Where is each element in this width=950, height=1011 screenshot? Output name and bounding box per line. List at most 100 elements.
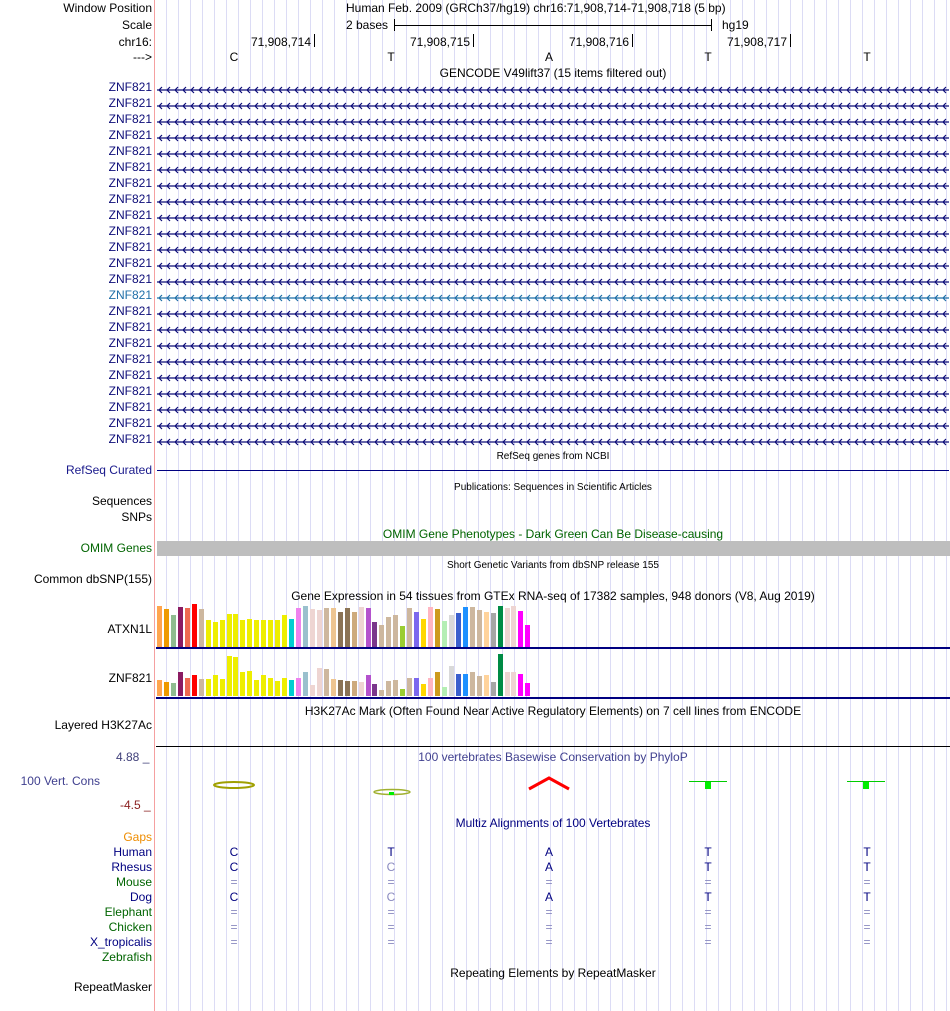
species-label[interactable]: Human [113, 845, 152, 859]
gene-model[interactable] [157, 99, 949, 110]
gene-label[interactable]: ZNF821 [108, 336, 152, 350]
gene-model[interactable] [157, 115, 949, 126]
gtex-tissue-bar[interactable] [525, 683, 531, 696]
gtex-tissue-bar[interactable] [268, 620, 274, 647]
gtex-tissue-bar[interactable] [275, 620, 281, 647]
gene-label[interactable]: ZNF821 [108, 112, 152, 126]
gtex-tissue-bar[interactable] [386, 681, 392, 696]
gtex-tissue-bar[interactable] [518, 674, 524, 696]
gtex-tissue-bar[interactable] [337, 612, 343, 647]
gene-model[interactable] [157, 339, 949, 350]
gtex-tissue-bar[interactable] [170, 683, 176, 696]
gtex-tissue-bar[interactable] [198, 609, 204, 647]
gtex-tissue-bar[interactable] [393, 680, 399, 696]
gene-label[interactable]: ZNF821 [108, 80, 152, 94]
gtex-tissue-bar[interactable] [372, 684, 378, 696]
gtex-tissue-bar[interactable] [393, 615, 399, 647]
gtex-tissue-bar[interactable] [226, 656, 232, 696]
gene-model[interactable] [157, 419, 949, 430]
gtex-tissue-bar[interactable] [504, 672, 510, 696]
gtex-tissue-bar[interactable] [254, 620, 260, 647]
gtex-tissue-bar[interactable] [191, 675, 197, 696]
gtex-tissue-bar[interactable] [316, 610, 322, 647]
gtex-tissue-bar[interactable] [289, 680, 295, 696]
gene-model[interactable] [157, 387, 949, 398]
gene-model[interactable] [157, 243, 949, 254]
gtex-tissue-bar[interactable] [330, 679, 336, 696]
gtex-tissue-bar[interactable] [177, 672, 183, 696]
gtex-tissue-bar[interactable] [379, 690, 385, 696]
omim-label[interactable]: OMIM Genes [80, 541, 152, 555]
gene-label[interactable]: ZNF821 [108, 256, 152, 270]
gtex-tissue-bar[interactable] [428, 607, 434, 647]
gtex-tissue-bar[interactable] [247, 671, 253, 696]
gene-label[interactable]: ZNF821 [108, 160, 152, 174]
gtex-tissue-bar[interactable] [497, 654, 503, 696]
gtex-tissue-bar[interactable] [254, 680, 260, 696]
gtex-tissue-bar[interactable] [268, 678, 274, 696]
gtex-tissue-bar[interactable] [414, 678, 420, 696]
gtex-tissue-bar[interactable] [462, 607, 468, 647]
gtex-tissue-bar[interactable] [282, 678, 288, 696]
h3k27ac-label[interactable]: Layered H3K27Ac [54, 718, 152, 732]
gene-model[interactable] [157, 131, 949, 142]
gtex-tissue-bar[interactable] [163, 609, 169, 647]
gtex-tissue-bar[interactable] [351, 612, 357, 647]
gtex-tissue-bar[interactable] [372, 622, 378, 647]
gtex-tissue-bar[interactable] [407, 678, 413, 696]
gene-model[interactable] [157, 211, 949, 222]
gene-label[interactable]: ZNF821 [108, 352, 152, 366]
gtex-tissue-bar[interactable] [157, 680, 162, 696]
gtex-tissue-bar[interactable] [469, 672, 475, 696]
gtex-tissue-bar[interactable] [219, 620, 225, 647]
publications-label-sequences[interactable]: Sequences [91, 494, 152, 508]
gtex-tissue-bar[interactable] [435, 672, 440, 696]
gtex-tissue-bar[interactable] [309, 609, 315, 647]
gtex-tissue-bar[interactable] [511, 606, 517, 647]
gtex-tissue-bar[interactable] [476, 676, 482, 696]
gtex-tissue-bar[interactable] [435, 609, 440, 647]
gtex-tissue-bar[interactable] [344, 681, 350, 696]
gene-model[interactable] [157, 307, 949, 318]
gtex-tissue-bar[interactable] [205, 679, 211, 696]
gene-label[interactable]: ZNF821 [108, 128, 152, 142]
gtex-tissue-bar[interactable] [191, 604, 197, 647]
gtex-tissue-bar[interactable] [358, 682, 364, 696]
gene-model[interactable] [157, 355, 949, 366]
gtex-tissue-bar[interactable] [170, 615, 176, 647]
gene-model[interactable] [157, 163, 949, 174]
gtex-tissue-bar[interactable] [233, 614, 239, 647]
gtex-tissue-bar[interactable] [282, 615, 288, 647]
species-label[interactable]: Chicken [108, 920, 152, 934]
gtex-tissue-bar[interactable] [240, 672, 246, 696]
species-label[interactable]: Elephant [104, 905, 152, 919]
gene-label[interactable]: ZNF821 [108, 384, 152, 398]
gene-model[interactable] [157, 275, 949, 286]
gtex-tissue-bar[interactable] [219, 679, 225, 696]
gtex-tissue-bar[interactable] [490, 613, 496, 647]
gene-model[interactable] [157, 403, 949, 414]
gtex-tissue-bar[interactable] [421, 619, 427, 647]
gtex-tissue-bar[interactable] [386, 617, 392, 647]
gene-model[interactable] [157, 83, 949, 94]
species-label[interactable]: Rhesus [111, 860, 152, 874]
gtex-tissue-bar[interactable] [302, 606, 308, 647]
gtex-tissue-bar[interactable] [198, 679, 204, 696]
gtex-tissue-bar[interactable] [483, 612, 489, 647]
gtex-tissue-bar[interactable] [525, 625, 531, 647]
refseq-gene-line[interactable] [157, 470, 949, 471]
refseq-label[interactable]: RefSeq Curated [65, 463, 152, 477]
gene-model[interactable] [157, 179, 949, 190]
gtex-tissue-bar[interactable] [358, 607, 364, 647]
gtex-tissue-bar[interactable] [337, 680, 343, 696]
gtex-tissue-bar[interactable] [400, 626, 406, 647]
gtex-tissue-bar[interactable] [344, 608, 350, 647]
gene-label[interactable]: ZNF821 [108, 416, 152, 430]
gtex-tissue-bar[interactable] [448, 666, 454, 696]
species-label[interactable]: Dog [129, 890, 152, 904]
multiz-gaps-label[interactable]: Gaps [123, 830, 152, 844]
gtex-tissue-bar[interactable] [330, 608, 336, 647]
gtex-tissue-bar[interactable] [184, 678, 190, 696]
gtex-tissue-bar[interactable] [511, 672, 517, 696]
gtex-tissue-bar[interactable] [428, 678, 434, 696]
